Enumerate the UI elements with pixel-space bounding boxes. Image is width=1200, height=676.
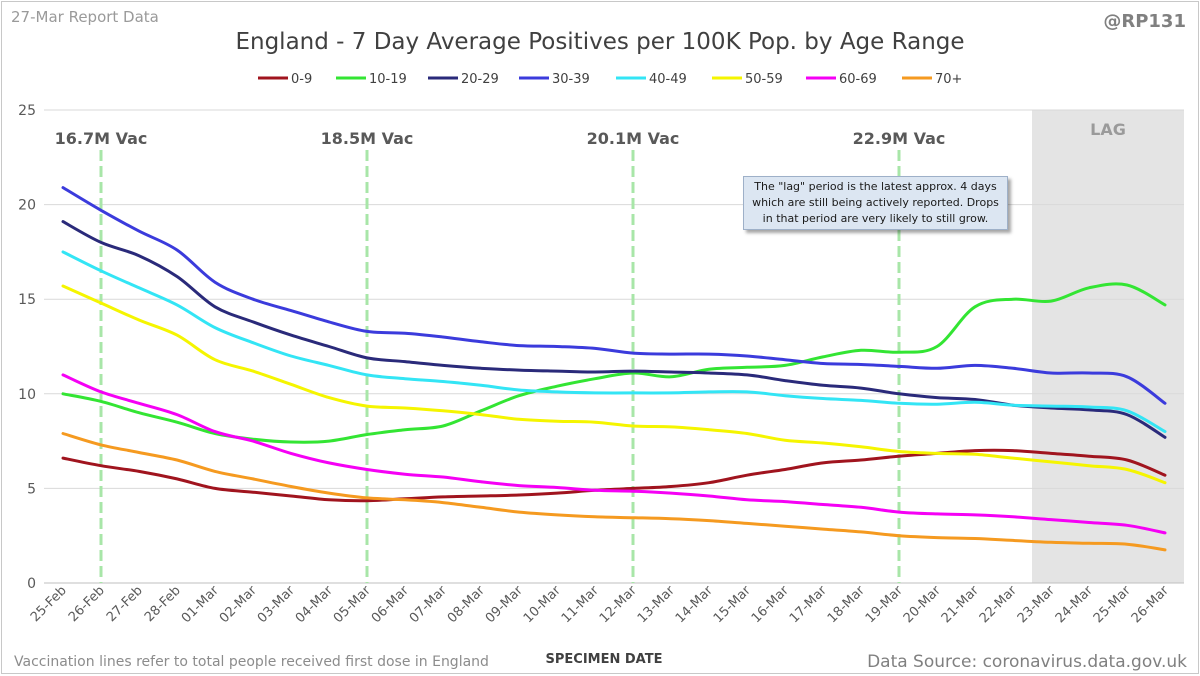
lag-region — [1032, 110, 1184, 583]
x-tick-label: 12-Mar — [597, 583, 640, 626]
series-line-70plus — [61, 432, 1167, 552]
x-tick-label: 06-Mar — [369, 583, 412, 626]
x-tick-label: 25-Mar — [1091, 583, 1134, 626]
x-tick-label: 18-Mar — [825, 583, 868, 626]
y-tick-label: 0 — [27, 576, 36, 592]
vaccination-footnote: Vaccination lines refer to total people … — [14, 654, 489, 670]
y-tick-label: 25 — [18, 103, 36, 119]
x-tick-label: 15-Mar — [711, 583, 754, 626]
x-tick-label: 19-Mar — [863, 583, 906, 626]
vaccination-label: 20.1M Vac — [587, 129, 680, 148]
vaccination-label: 22.9M Vac — [853, 129, 946, 148]
y-tick-label: 15 — [18, 292, 36, 308]
y-tick-label: 5 — [27, 481, 36, 497]
x-tick-label: 10-Mar — [521, 583, 564, 626]
legend-label: 30-39 — [552, 72, 590, 87]
x-tick-label: 23-Mar — [1015, 583, 1058, 626]
legend-label: 10-19 — [369, 72, 407, 87]
x-tick-label: 07-Mar — [407, 583, 450, 626]
x-tick-label: 04-Mar — [293, 583, 336, 626]
x-tick-label: 08-Mar — [445, 583, 488, 626]
x-tick-label: 11-Mar — [559, 583, 602, 626]
x-tick-label: 26-Feb — [66, 583, 108, 625]
legend-label: 40-49 — [649, 72, 687, 87]
legend-label: 50-59 — [745, 72, 783, 87]
x-tick-label: 27-Feb — [104, 583, 146, 625]
x-tick-label: 16-Mar — [749, 583, 792, 626]
series-line-60-69 — [61, 373, 1167, 535]
x-tick-label: 28-Feb — [142, 583, 184, 625]
x-tick-label: 03-Mar — [255, 583, 298, 626]
author-handle: @RP131 — [1103, 11, 1186, 32]
x-tick-label: 26-Mar — [1129, 583, 1172, 626]
x-tick-label: 14-Mar — [673, 583, 716, 626]
vaccination-label: 16.7M Vac — [55, 129, 148, 148]
legend-label: 60-69 — [839, 72, 877, 87]
legend-label: 70+ — [935, 72, 962, 87]
data-source: Data Source: coronavirus.data.gov.uk — [867, 652, 1187, 672]
report-date-label: 27-Mar Report Data — [11, 8, 159, 26]
series-line-50-59 — [61, 284, 1167, 485]
chart-title: England - 7 Day Average Positives per 10… — [235, 29, 965, 55]
legend-label: 20-29 — [461, 72, 499, 87]
x-tick-label: 21-Mar — [939, 583, 982, 626]
x-tick-label: 22-Mar — [977, 583, 1020, 626]
y-tick-label: 10 — [18, 387, 36, 403]
y-tick-label: 20 — [18, 198, 36, 214]
series-line-40-49 — [61, 250, 1167, 434]
x-tick-label: 01-Mar — [179, 583, 222, 626]
lag-note-callout: The "lag" period is the latest approx. 4… — [743, 176, 1008, 230]
series-line-30-39 — [61, 186, 1167, 405]
x-tick-label: 24-Mar — [1053, 583, 1096, 626]
x-tick-label: 20-Mar — [901, 583, 944, 626]
lag-region-label: LAG — [1090, 120, 1126, 139]
series-line-20-29 — [61, 220, 1167, 439]
x-axis-title: SPECIMEN DATE — [546, 652, 663, 667]
vaccination-label: 18.5M Vac — [321, 129, 414, 148]
x-tick-label: 13-Mar — [635, 583, 678, 626]
x-tick-label: 05-Mar — [331, 583, 374, 626]
x-tick-label: 02-Mar — [217, 583, 260, 626]
legend-label: 0-9 — [291, 72, 312, 87]
series-line-0-9 — [61, 448, 1167, 503]
x-tick-label: 17-Mar — [787, 583, 830, 626]
x-tick-label: 09-Mar — [483, 583, 526, 626]
